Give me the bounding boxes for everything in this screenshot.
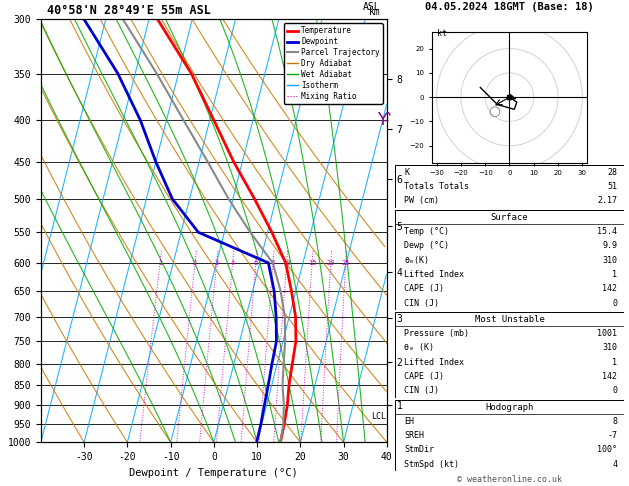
X-axis label: Dewpoint / Temperature (°C): Dewpoint / Temperature (°C) — [130, 468, 298, 478]
Text: 10: 10 — [282, 260, 291, 266]
Text: CAPE (J): CAPE (J) — [404, 284, 444, 293]
Text: 142: 142 — [602, 284, 617, 293]
Text: Totals Totals: Totals Totals — [404, 182, 469, 191]
Text: θₑ (K): θₑ (K) — [404, 344, 434, 352]
Text: Temp (°C): Temp (°C) — [404, 227, 449, 236]
Text: SREH: SREH — [404, 431, 424, 440]
Text: 3: 3 — [214, 260, 219, 266]
Text: Ƴ̵: Ƴ̵ — [377, 111, 390, 129]
Text: 6: 6 — [253, 260, 258, 266]
Text: Most Unstable: Most Unstable — [474, 315, 545, 324]
Text: 4: 4 — [612, 460, 617, 469]
Text: CIN (J): CIN (J) — [404, 386, 439, 395]
Text: 310: 310 — [602, 344, 617, 352]
Text: 15: 15 — [308, 260, 316, 266]
Text: 100°: 100° — [597, 446, 617, 454]
Text: 8: 8 — [271, 260, 275, 266]
Text: 8: 8 — [612, 417, 617, 426]
Text: Lifted Index: Lifted Index — [404, 358, 464, 367]
Text: Hodograph: Hodograph — [486, 402, 533, 412]
Text: EH: EH — [404, 417, 414, 426]
Text: 25: 25 — [342, 260, 350, 266]
Text: 04.05.2024 18GMT (Base: 18): 04.05.2024 18GMT (Base: 18) — [425, 2, 594, 13]
Text: StmSpd (kt): StmSpd (kt) — [404, 460, 459, 469]
Text: © weatheronline.co.uk: © weatheronline.co.uk — [457, 474, 562, 484]
Text: kt: kt — [437, 30, 447, 38]
Text: CIN (J): CIN (J) — [404, 298, 439, 308]
Text: 9.9: 9.9 — [602, 242, 617, 250]
Text: 0: 0 — [612, 386, 617, 395]
Text: 1: 1 — [612, 358, 617, 367]
Y-axis label: hPa: hPa — [0, 221, 2, 241]
Text: km: km — [369, 7, 381, 17]
Text: 2: 2 — [193, 260, 197, 266]
Text: StmDir: StmDir — [404, 446, 434, 454]
Text: Pressure (mb): Pressure (mb) — [404, 329, 469, 338]
Text: CAPE (J): CAPE (J) — [404, 372, 444, 381]
Text: 0: 0 — [612, 298, 617, 308]
Text: 142: 142 — [602, 372, 617, 381]
Text: 51: 51 — [607, 182, 617, 191]
Text: Dewp (°C): Dewp (°C) — [404, 242, 449, 250]
Text: 40°58'N 28°49'E 55m ASL: 40°58'N 28°49'E 55m ASL — [47, 4, 211, 17]
Text: -7: -7 — [607, 431, 617, 440]
Text: 1: 1 — [612, 270, 617, 279]
Text: Lifted Index: Lifted Index — [404, 270, 464, 279]
Text: θₑ(K): θₑ(K) — [404, 256, 429, 265]
Text: Surface: Surface — [491, 213, 528, 222]
Text: 15.4: 15.4 — [597, 227, 617, 236]
Text: 2.17: 2.17 — [597, 196, 617, 206]
Text: 1: 1 — [158, 260, 162, 266]
Text: ASL: ASL — [363, 2, 381, 12]
Text: 310: 310 — [602, 256, 617, 265]
Text: 20: 20 — [326, 260, 335, 266]
Text: PW (cm): PW (cm) — [404, 196, 439, 206]
Text: 1001: 1001 — [597, 329, 617, 338]
Legend: Temperature, Dewpoint, Parcel Trajectory, Dry Adiabat, Wet Adiabat, Isotherm, Mi: Temperature, Dewpoint, Parcel Trajectory… — [284, 23, 383, 104]
Text: K: K — [404, 168, 409, 177]
Text: 28: 28 — [607, 168, 617, 177]
Text: LCL: LCL — [371, 412, 386, 421]
Text: 4: 4 — [230, 260, 235, 266]
